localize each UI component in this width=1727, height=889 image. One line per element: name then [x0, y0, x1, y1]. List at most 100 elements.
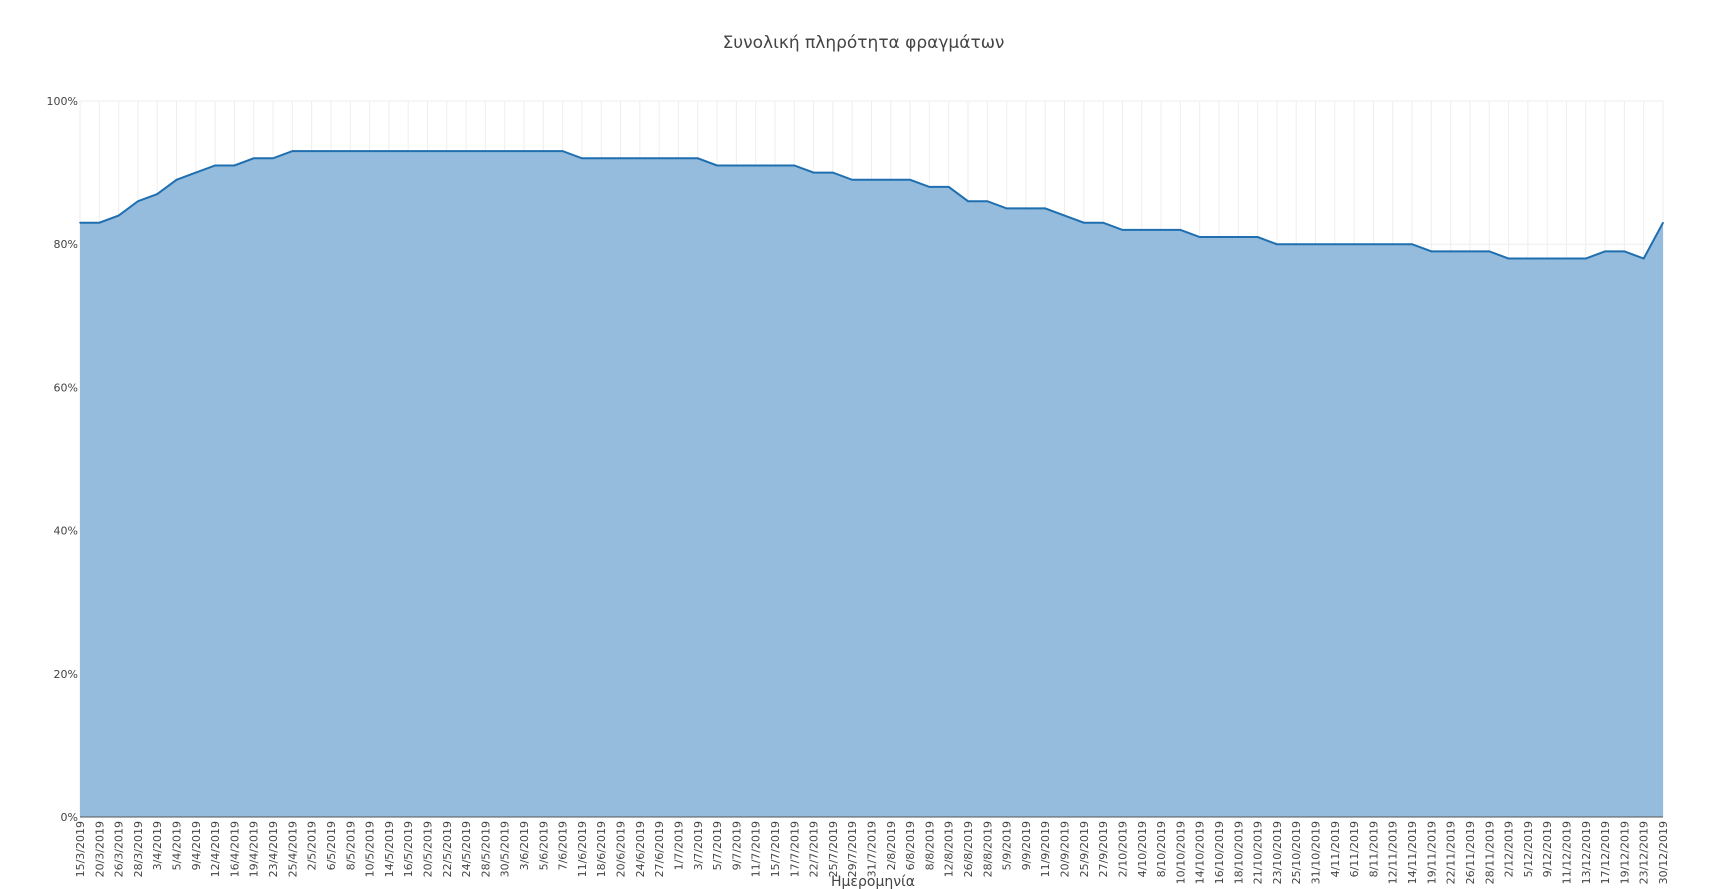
- data-point: [1121, 229, 1124, 231]
- x-tick-label: 25/10/2019: [1290, 821, 1303, 884]
- data-point: [696, 157, 699, 160]
- data-point: [1160, 229, 1162, 231]
- x-tick-label: 29/7/2019: [846, 821, 859, 877]
- data-point: [79, 221, 81, 224]
- data-point: [1295, 243, 1298, 245]
- x-tick-label: 8/11/2019: [1367, 821, 1380, 877]
- data-point: [1604, 250, 1606, 253]
- data-point: [870, 178, 873, 181]
- data-point: [388, 150, 390, 152]
- x-tick-label: 22/7/2019: [808, 821, 821, 877]
- x-tick-label: 23/4/2019: [267, 821, 280, 877]
- x-tick-label: 2/5/2019: [306, 821, 319, 870]
- x-tick-label: 28/3/2019: [132, 821, 145, 877]
- data-point: [1025, 207, 1027, 210]
- data-point: [1083, 221, 1085, 224]
- data-point: [330, 150, 332, 152]
- x-tick-label: 30/5/2019: [499, 821, 512, 877]
- x-axis-title: Ημερομηνία: [831, 874, 915, 889]
- x-tick-label: 16/5/2019: [402, 821, 415, 877]
- data-point: [98, 221, 101, 224]
- x-tick-label: 28/8/2019: [981, 821, 994, 877]
- data-point: [1276, 243, 1278, 245]
- data-point: [832, 171, 834, 174]
- data-point: [947, 186, 950, 188]
- data-point: [542, 150, 545, 152]
- data-point: [1546, 257, 1548, 260]
- x-tick-label: 14/10/2019: [1194, 821, 1207, 884]
- x-tick-label: 16/10/2019: [1213, 821, 1226, 884]
- x-tick-label: 20/9/2019: [1059, 821, 1072, 877]
- x-tick-label: 31/10/2019: [1310, 821, 1323, 884]
- data-point: [426, 150, 429, 152]
- data-point: [1237, 236, 1240, 238]
- data-point: [1044, 207, 1047, 210]
- x-tick-label: 12/11/2019: [1387, 821, 1400, 884]
- data-point: [1102, 221, 1104, 224]
- data-point: [600, 157, 603, 160]
- x-tick-label: 4/11/2019: [1329, 821, 1342, 877]
- x-tick-label: 3/6/2019: [518, 821, 531, 870]
- data-point: [214, 164, 216, 167]
- x-tick-label: 5/6/2019: [537, 821, 550, 870]
- x-tick-label: 23/12/2019: [1638, 821, 1651, 884]
- x-tick-label: 22/5/2019: [441, 821, 454, 877]
- chart-title: Συνολική πληρότητα φραγμάτων: [722, 33, 1005, 53]
- data-point: [503, 150, 506, 152]
- x-tick-label: 1/7/2019: [672, 821, 685, 870]
- x-tick-label: 19/4/2019: [248, 821, 261, 877]
- x-tick-label: 5/4/2019: [171, 821, 184, 870]
- data-point: [1469, 250, 1471, 253]
- x-tick-label: 28/11/2019: [1483, 821, 1496, 884]
- data-point: [1662, 221, 1664, 224]
- data-point: [909, 178, 911, 181]
- x-tick-label: 19/11/2019: [1425, 821, 1438, 884]
- data-point: [754, 164, 757, 167]
- x-axis: 15/3/2019 20/3/2019 26/3/2019 28/3/2019 3/4/…: [74, 816, 1670, 884]
- data-point: [812, 171, 815, 174]
- data-point: [581, 157, 583, 160]
- data-point: [639, 157, 641, 160]
- x-tick-label: 8/10/2019: [1155, 821, 1168, 877]
- y-tick-label: 60%: [54, 381, 78, 394]
- y-tick-label: 100%: [47, 95, 78, 108]
- x-tick-label: 20/3/2019: [93, 821, 106, 877]
- data-point: [1430, 250, 1433, 253]
- x-tick-label: 2/8/2019: [885, 821, 898, 870]
- y-tick-label: 20%: [54, 668, 78, 681]
- data-point: [1334, 243, 1336, 245]
- data-point: [1623, 250, 1626, 253]
- x-tick-label: 25/4/2019: [286, 821, 299, 877]
- x-tick-label: 9/7/2019: [730, 821, 743, 870]
- plot-area: [79, 150, 1664, 817]
- x-tick-label: 26/3/2019: [113, 821, 126, 877]
- data-point: [677, 157, 680, 160]
- x-tick-label: 24/5/2019: [460, 821, 473, 877]
- x-tick-label: 8/8/2019: [923, 821, 936, 870]
- data-point: [1353, 243, 1355, 245]
- x-tick-label: 16/4/2019: [228, 821, 241, 877]
- data-point: [175, 178, 178, 181]
- x-tick-label: 25/9/2019: [1078, 821, 1091, 877]
- data-point: [1527, 257, 1529, 260]
- x-tick-label: 26/8/2019: [962, 821, 975, 877]
- x-tick-label: 27/9/2019: [1097, 821, 1110, 877]
- x-tick-label: 20/6/2019: [615, 821, 628, 877]
- x-tick-label: 17/12/2019: [1599, 821, 1612, 884]
- x-tick-label: 22/11/2019: [1445, 821, 1458, 884]
- y-tick-label: 40%: [54, 525, 78, 538]
- y-axis: 0% 20% 40% 60% 80% 100%: [47, 95, 78, 824]
- data-point: [1642, 257, 1645, 260]
- data-point: [195, 171, 197, 174]
- x-tick-label: 14/11/2019: [1406, 821, 1419, 884]
- data-point: [774, 164, 776, 167]
- x-tick-label: 21/10/2019: [1252, 821, 1265, 884]
- x-tick-label: 4/10/2019: [1136, 821, 1149, 877]
- x-tick-label: 14/5/2019: [383, 821, 396, 877]
- x-tick-label: 8/5/2019: [344, 821, 357, 870]
- data-point: [1063, 214, 1066, 217]
- data-point: [291, 150, 294, 152]
- data-point: [561, 150, 564, 152]
- data-point: [1372, 243, 1375, 245]
- data-point: [1256, 236, 1259, 238]
